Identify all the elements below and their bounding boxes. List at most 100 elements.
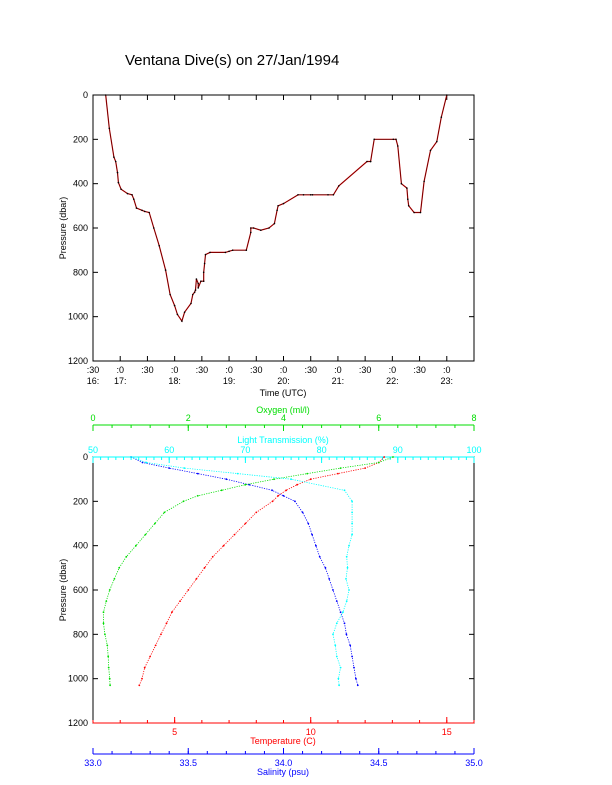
temperature-point	[244, 522, 247, 525]
dive-point	[164, 269, 167, 271]
light-transmission-tick-label: 100	[466, 445, 481, 455]
oxygen-point	[118, 566, 121, 569]
dive-y-tick-label: 600	[73, 223, 88, 233]
dive-track-overlay	[105, 94, 448, 322]
oxygen-point	[102, 611, 105, 614]
light-transmission-point	[351, 533, 353, 536]
dive-point	[302, 194, 305, 196]
light-transmission-tick-label: 90	[393, 445, 403, 455]
profile-y-tick-label: 1200	[68, 718, 88, 728]
profile-y-tick-label: 0	[83, 452, 88, 462]
light-transmission-point	[338, 684, 340, 687]
oxygen-tick-label: 8	[471, 413, 476, 423]
oxygen-point	[109, 684, 111, 687]
dive-point	[195, 278, 198, 280]
profile-series	[102, 456, 394, 687]
dive-point	[297, 194, 299, 196]
dive-x-tick-hour-label: 17:	[114, 376, 127, 386]
light-transmission-point	[335, 622, 338, 625]
dive-y-tick-label: 1200	[68, 356, 88, 366]
dive-x-tick-hour-label: 22:	[386, 376, 399, 386]
salinity-point	[343, 622, 346, 625]
oxygen-tick-label: 0	[90, 413, 95, 423]
oxygen-point	[339, 467, 342, 469]
light-transmission-point	[236, 472, 239, 475]
profile-plot-frame	[92, 456, 475, 724]
profile-y-tick-label: 200	[73, 496, 88, 506]
dive-point	[413, 211, 415, 214]
dive-x-tick-label: :30	[304, 365, 317, 375]
light-transmission-point	[332, 633, 334, 636]
dive-point	[446, 94, 448, 96]
dive-x-tick-label: :0	[443, 365, 451, 375]
dive-point	[395, 138, 397, 141]
dive-point	[204, 253, 207, 256]
dive-point	[423, 180, 425, 183]
light-transmission-tick-label: 80	[317, 445, 327, 455]
oxygen-profile-line	[103, 456, 394, 686]
oxygen-point	[125, 555, 128, 558]
dive-track	[104, 94, 448, 323]
salinity-point	[351, 655, 353, 658]
salinity-point	[225, 478, 228, 481]
oxygen-point	[196, 494, 199, 497]
temperature-point	[195, 578, 198, 580]
dive-point	[131, 194, 133, 196]
dive-point	[332, 194, 335, 196]
dive-point	[277, 205, 279, 207]
dive-y-axis-label: Pressure (dbar)	[58, 197, 68, 260]
dive-point	[245, 249, 248, 251]
oxygen-tick-label: 6	[376, 413, 381, 423]
light-transmission-point	[345, 600, 348, 602]
dive-point	[406, 187, 408, 189]
profile-y-tick-label: 600	[73, 585, 88, 595]
dive-point	[183, 311, 186, 314]
temperature-point	[143, 666, 146, 669]
dive-x-tick-label: :0	[116, 365, 124, 375]
dive-point	[419, 211, 422, 214]
salinity-point	[307, 522, 310, 525]
oxygen-point	[273, 478, 275, 481]
temperature-point	[222, 544, 225, 547]
light-transmission-point	[335, 655, 338, 658]
profile-y-tick-label: 800	[73, 629, 88, 639]
profile-y-tick-label: 1000	[68, 674, 88, 684]
dive-x-tick-hour-label: 23:	[441, 376, 454, 386]
dive-point	[193, 291, 196, 294]
dive-point	[169, 293, 171, 296]
dive-point	[436, 140, 438, 143]
dive-x-tick-label: :30	[87, 365, 100, 375]
dive-point	[366, 160, 368, 163]
light-transmission-tick-label: 60	[164, 445, 174, 455]
dive-point	[143, 210, 146, 213]
oxygen-point	[306, 472, 309, 475]
oxygen-point	[244, 483, 247, 486]
light-transmission-point	[334, 644, 337, 647]
dive-x-tick-label: :0	[280, 365, 288, 375]
dive-y-tick-label: 0	[83, 90, 88, 100]
light-transmission-point	[346, 566, 349, 569]
temperature-point	[364, 467, 366, 469]
temperature-point	[171, 611, 173, 614]
dive-point	[203, 262, 206, 265]
dive-x-tick-label: :30	[413, 365, 426, 375]
oxygen-tick-label: 4	[281, 413, 286, 423]
salinity-tick-label: 35.0	[465, 758, 483, 768]
oxygen-point	[102, 622, 105, 625]
salinity-point	[282, 494, 285, 497]
oxygen-tick-label: 2	[186, 413, 191, 423]
temperature-point	[271, 500, 274, 503]
dive-point	[197, 282, 199, 285]
salinity-point	[332, 589, 334, 591]
salinity-point	[324, 566, 327, 569]
oxygen-point	[377, 461, 380, 464]
temperature-point	[255, 511, 258, 514]
temperature-point	[187, 589, 190, 591]
salinity-tick-label: 34.0	[275, 758, 293, 768]
light-transmission-point	[343, 489, 346, 492]
oxygen-point	[108, 677, 111, 680]
temperature-point	[383, 456, 386, 458]
dive-y-tick-label: 400	[73, 179, 88, 189]
dive-x-tick-hour-label: 20:	[277, 376, 290, 386]
